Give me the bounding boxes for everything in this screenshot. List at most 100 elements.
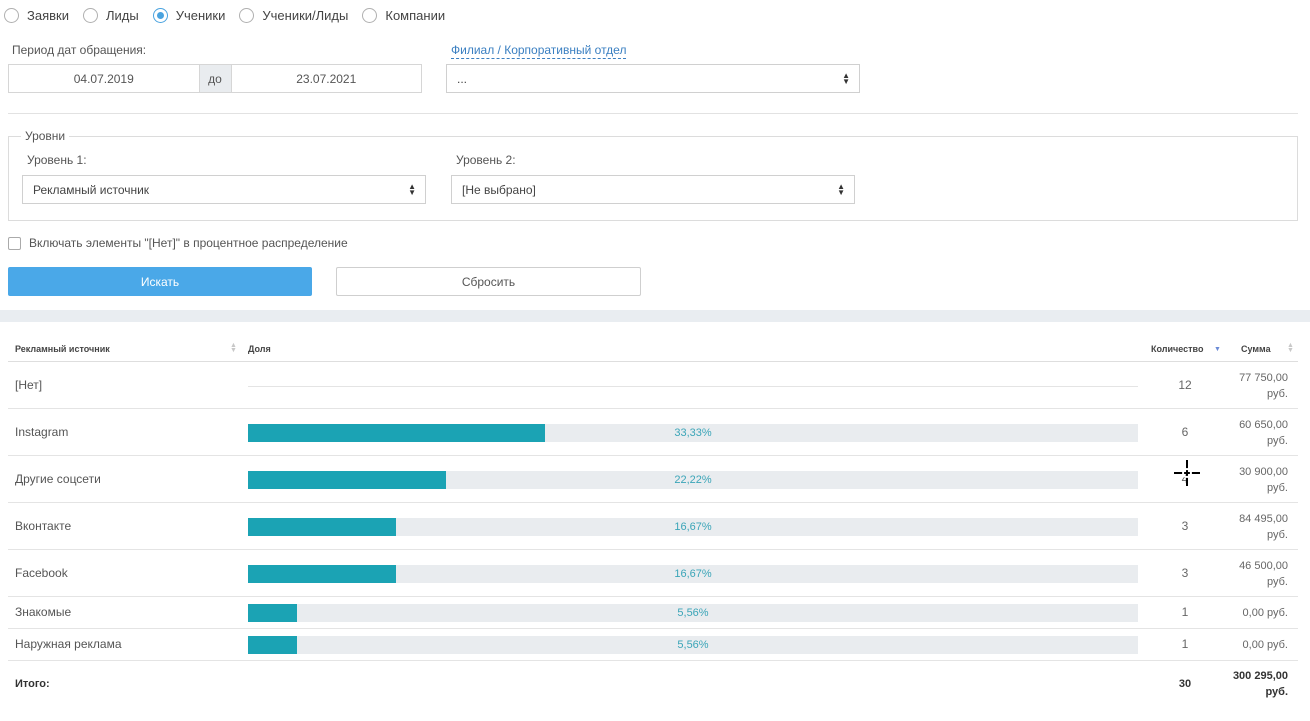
cell-sum-currency: руб. bbox=[1267, 528, 1288, 541]
branch-select-value: ... bbox=[457, 71, 468, 86]
table-body: [Нет] 12 77 750,00 руб. Instagram 33,33% 6 60 6… bbox=[8, 362, 1298, 661]
radio-applications[interactable]: Заявки bbox=[4, 8, 69, 23]
total-sum-currency: руб. bbox=[1265, 686, 1288, 698]
cell-sum-amount: 46 500,00 bbox=[1239, 559, 1288, 572]
header-sum[interactable]: Сумма bbox=[1241, 344, 1271, 354]
share-bar-label: 22,22% bbox=[674, 473, 712, 486]
share-bar-fill bbox=[248, 564, 397, 583]
share-bar: 22,22% bbox=[248, 470, 1138, 489]
radio-circle-icon[interactable] bbox=[82, 8, 98, 23]
cell-sum-amount: 0,00 руб. bbox=[1242, 639, 1288, 651]
header-share: Доля bbox=[248, 344, 271, 354]
table-row: Вконтакте 16,67% 3 84 495,00 руб. bbox=[8, 503, 1298, 550]
cell-sum-amount: 30 900,00 bbox=[1239, 465, 1288, 478]
cell-sum-currency: руб. bbox=[1267, 481, 1288, 494]
sort-desc-icon[interactable]: ▼ bbox=[1214, 346, 1221, 353]
level1-select-value: Рекламный источник bbox=[33, 182, 150, 197]
select-arrows-icon: ▲ ▼ bbox=[408, 181, 416, 197]
radio-students-leads-label: Ученики/Лиды bbox=[262, 8, 349, 23]
cell-count: 1 bbox=[1181, 605, 1189, 619]
radio-circle-icon[interactable] bbox=[239, 8, 255, 23]
level1-select[interactable]: Рекламный источник ▲ ▼ bbox=[22, 175, 426, 204]
share-bar-fill bbox=[248, 470, 446, 489]
include-none-option[interactable]: Включать элементы "[Нет]" в процентное р… bbox=[8, 236, 348, 250]
share-bar: 5,56% bbox=[248, 636, 1138, 654]
share-bar-fill bbox=[248, 636, 298, 654]
branch-select[interactable]: ... ▲ ▼ bbox=[446, 64, 860, 93]
include-none-label: Включать элементы "[Нет]" в процентное р… bbox=[29, 236, 348, 250]
total-sum-amount: 300 295,00 bbox=[1232, 670, 1288, 682]
cell-sum-currency: руб. bbox=[1267, 575, 1288, 588]
cell-sum: 30 900,00 руб. bbox=[1218, 464, 1288, 496]
results-table: Рекламный источник ▲ ▼ Доля Количество ▼ … bbox=[8, 334, 1298, 707]
table-row: [Нет] 12 77 750,00 руб. bbox=[8, 362, 1298, 409]
share-bar-fill bbox=[248, 423, 545, 442]
cell-source: Наружная реклама bbox=[15, 637, 122, 651]
radio-circle-icon[interactable] bbox=[4, 8, 19, 23]
include-none-checkbox[interactable] bbox=[8, 236, 21, 250]
table-row: Другие соцсети 22,22% 4 30 900,00 руб. bbox=[8, 456, 1298, 503]
cell-sum: 0,00 руб. bbox=[1218, 605, 1288, 621]
table-header: Рекламный источник ▲ ▼ Доля Количество ▼ … bbox=[8, 334, 1298, 362]
share-bar-label: 5,56% bbox=[677, 639, 709, 651]
date-separator: до bbox=[198, 65, 232, 92]
cell-count: 4 bbox=[1181, 471, 1189, 486]
cell-source: Facebook bbox=[15, 565, 68, 580]
search-button[interactable]: Искать bbox=[8, 267, 312, 296]
cell-sum: 77 750,00 руб. bbox=[1218, 370, 1288, 402]
levels-fieldset: Уровни bbox=[8, 129, 1298, 221]
radio-leads[interactable]: Лиды bbox=[82, 8, 139, 23]
report-type-radio-group: Заявки Лиды Ученики Ученики/Лиды Компани… bbox=[4, 8, 459, 23]
cell-source: Знакомые bbox=[15, 605, 72, 619]
share-bar-fill bbox=[248, 604, 298, 622]
radio-circle-icon[interactable] bbox=[362, 8, 378, 23]
table-row: Facebook 16,67% 3 46 500,00 руб. bbox=[8, 550, 1298, 597]
cell-count: 3 bbox=[1181, 565, 1189, 580]
cell-source: [Нет] bbox=[15, 377, 43, 392]
radio-students-label: Ученики bbox=[175, 8, 226, 23]
reset-button[interactable]: Сбросить bbox=[336, 267, 641, 296]
share-bar: 16,67% bbox=[248, 564, 1138, 583]
levels-legend: Уровни bbox=[21, 129, 70, 143]
radio-companies[interactable]: Компании bbox=[362, 8, 445, 23]
cell-sum: 0,00 руб. bbox=[1218, 637, 1288, 653]
radio-students[interactable]: Ученики bbox=[152, 8, 226, 23]
cell-sum-amount: 60 650,00 bbox=[1239, 418, 1288, 431]
level2-select[interactable]: [Не выбрано] ▲ ▼ bbox=[451, 175, 855, 204]
date-from-input[interactable] bbox=[9, 65, 199, 92]
radio-checked-icon[interactable] bbox=[152, 8, 168, 23]
period-label: Период дат обращения: bbox=[12, 43, 147, 57]
table-row: Наружная реклама 5,56% 1 0,00 руб. bbox=[8, 629, 1298, 661]
date-range: до bbox=[8, 64, 422, 93]
header-source[interactable]: Рекламный источник bbox=[15, 344, 110, 354]
cell-sum-amount: 77 750,00 bbox=[1239, 371, 1288, 384]
branch-link[interactable]: Филиал / Корпоративный отдел bbox=[451, 43, 627, 59]
share-bar-fill bbox=[248, 517, 397, 536]
cursor-ring bbox=[1182, 468, 1192, 478]
total-count: 30 bbox=[1178, 678, 1192, 690]
select-arrows-icon: ▲ ▼ bbox=[842, 70, 850, 86]
total-sum: 300 295,00 руб. bbox=[1208, 668, 1288, 700]
select-arrows-icon: ▲ ▼ bbox=[837, 181, 845, 197]
header-count[interactable]: Количество bbox=[1151, 344, 1204, 354]
share-bar-label: 33,33% bbox=[674, 426, 712, 439]
cell-source: Вконтакте bbox=[15, 518, 72, 533]
share-bar-label: 16,67% bbox=[674, 567, 712, 580]
cell-sum: 84 495,00 руб. bbox=[1218, 511, 1288, 543]
table-total-row: Итого: 30 300 295,00 руб. bbox=[8, 661, 1298, 707]
sort-icon[interactable]: ▲ ▼ bbox=[1287, 342, 1294, 354]
level2-select-value: [Не выбрано] bbox=[462, 182, 536, 197]
crosshair-cursor-icon bbox=[1174, 460, 1200, 486]
total-label: Итого: bbox=[15, 678, 50, 690]
cell-count: 6 bbox=[1181, 424, 1189, 439]
level1-label: Уровень 1: bbox=[27, 153, 87, 167]
radio-students-leads[interactable]: Ученики/Лиды bbox=[239, 8, 348, 23]
date-to-input[interactable] bbox=[231, 65, 421, 92]
share-bar: 16,67% bbox=[248, 517, 1138, 536]
cell-count: 1 bbox=[1181, 637, 1189, 651]
cell-sum: 60 650,00 руб. bbox=[1218, 417, 1288, 449]
cell-sum-amount: 0,00 руб. bbox=[1242, 607, 1288, 619]
cell-sum: 46 500,00 руб. bbox=[1218, 558, 1288, 590]
cell-source: Другие соцсети bbox=[15, 471, 101, 486]
sort-icon[interactable]: ▲ ▼ bbox=[230, 342, 237, 354]
